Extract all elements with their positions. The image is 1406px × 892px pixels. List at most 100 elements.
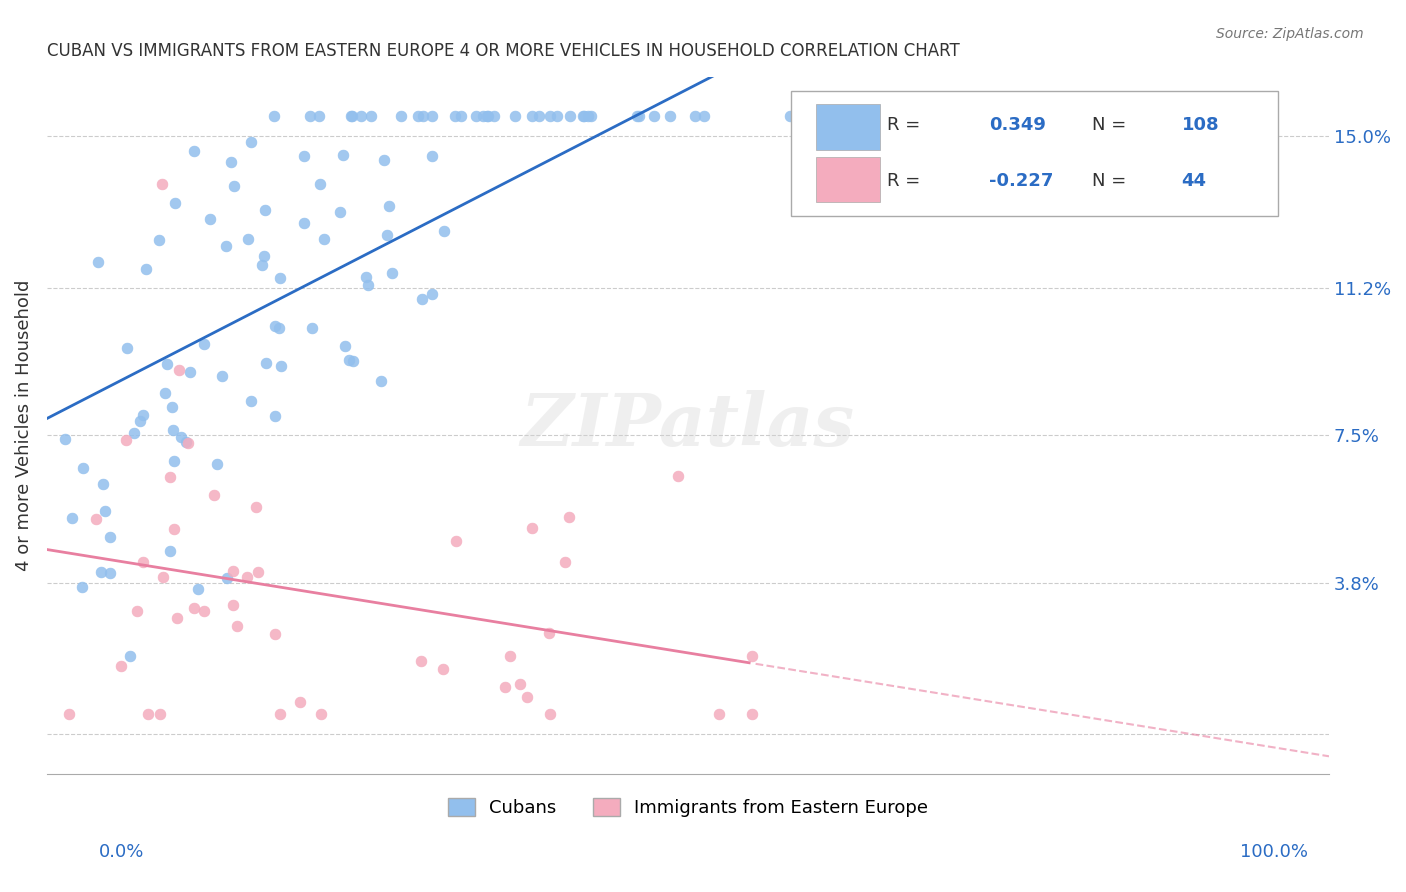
Point — [219, 155, 242, 169]
Point — [131, 408, 153, 422]
Point — [420, 149, 443, 163]
Point — [115, 341, 138, 355]
Point — [312, 232, 335, 246]
Text: CUBAN VS IMMIGRANTS FROM EASTERN EUROPE 4 OR MORE VEHICLES IN HOUSEHOLD CORRELAT: CUBAN VS IMMIGRANTS FROM EASTERN EUROPE … — [46, 42, 960, 60]
Point — [538, 110, 561, 124]
Point — [292, 216, 315, 230]
Text: 0.349: 0.349 — [990, 117, 1046, 135]
Point — [98, 566, 121, 580]
FancyBboxPatch shape — [815, 104, 880, 150]
Point — [308, 177, 330, 191]
Text: ZIPatlas: ZIPatlas — [520, 390, 855, 461]
Point — [420, 110, 443, 124]
Point — [58, 707, 80, 722]
Point — [183, 144, 205, 158]
Point — [546, 110, 568, 124]
Point — [340, 110, 363, 124]
Text: -0.227: -0.227 — [990, 172, 1053, 190]
Point — [581, 110, 603, 124]
Point — [167, 363, 190, 377]
Point — [132, 555, 155, 569]
Point — [53, 433, 76, 447]
Point — [503, 110, 526, 124]
Point — [576, 110, 599, 124]
Point — [152, 570, 174, 584]
Point — [236, 570, 259, 584]
Point — [558, 510, 581, 524]
Point — [127, 603, 149, 617]
Point — [263, 409, 285, 423]
Point — [477, 110, 499, 124]
Point — [149, 707, 172, 722]
Point — [574, 110, 596, 124]
Point — [292, 149, 315, 163]
Point — [1092, 110, 1115, 124]
Point — [444, 534, 467, 549]
Point — [432, 662, 454, 676]
Point — [193, 336, 215, 351]
Point — [115, 434, 138, 448]
Point — [264, 627, 287, 641]
Point — [301, 321, 323, 335]
Text: R =: R = — [887, 172, 920, 190]
Point — [250, 258, 273, 272]
Point — [224, 179, 246, 194]
Point — [538, 707, 561, 722]
Point — [245, 500, 267, 514]
Point — [270, 359, 292, 374]
Point — [93, 477, 115, 491]
Point — [166, 611, 188, 625]
Point — [335, 339, 357, 353]
Point — [626, 110, 648, 124]
Point — [420, 287, 443, 301]
Point — [202, 487, 225, 501]
Point — [554, 555, 576, 569]
Point — [239, 135, 262, 149]
Point — [356, 269, 378, 284]
Point — [377, 199, 399, 213]
Point — [263, 110, 285, 124]
Point — [90, 565, 112, 579]
Text: Source: ZipAtlas.com: Source: ZipAtlas.com — [1216, 27, 1364, 41]
Point — [692, 110, 714, 124]
Legend: Cubans, Immigrants from Eastern Europe: Cubans, Immigrants from Eastern Europe — [440, 790, 935, 824]
Point — [100, 530, 122, 544]
Point — [498, 648, 520, 663]
Point — [741, 648, 763, 663]
Point — [269, 707, 291, 722]
Point — [432, 224, 454, 238]
Point — [329, 204, 352, 219]
Point — [183, 601, 205, 615]
Point — [153, 386, 176, 401]
Point — [571, 110, 593, 124]
Point — [299, 110, 322, 124]
Point — [187, 582, 209, 596]
Point — [643, 110, 665, 124]
Point — [162, 400, 184, 414]
Point — [87, 255, 110, 269]
Point — [163, 195, 186, 210]
Point — [522, 110, 544, 124]
Point — [360, 110, 382, 124]
Point — [60, 510, 83, 524]
Point — [176, 435, 198, 450]
Point — [1133, 110, 1156, 124]
Point — [84, 512, 107, 526]
Point — [193, 604, 215, 618]
Point — [538, 626, 561, 640]
Point — [269, 270, 291, 285]
Point — [370, 374, 392, 388]
Point — [238, 232, 260, 246]
Point — [122, 425, 145, 440]
Point — [214, 239, 236, 253]
Point — [683, 110, 706, 124]
Point — [254, 356, 277, 370]
Point — [159, 544, 181, 558]
Point — [162, 522, 184, 536]
Point — [465, 110, 488, 124]
Point — [666, 469, 689, 483]
Point — [246, 565, 269, 579]
Point — [148, 233, 170, 247]
FancyBboxPatch shape — [790, 91, 1278, 216]
Text: R =: R = — [887, 117, 920, 135]
